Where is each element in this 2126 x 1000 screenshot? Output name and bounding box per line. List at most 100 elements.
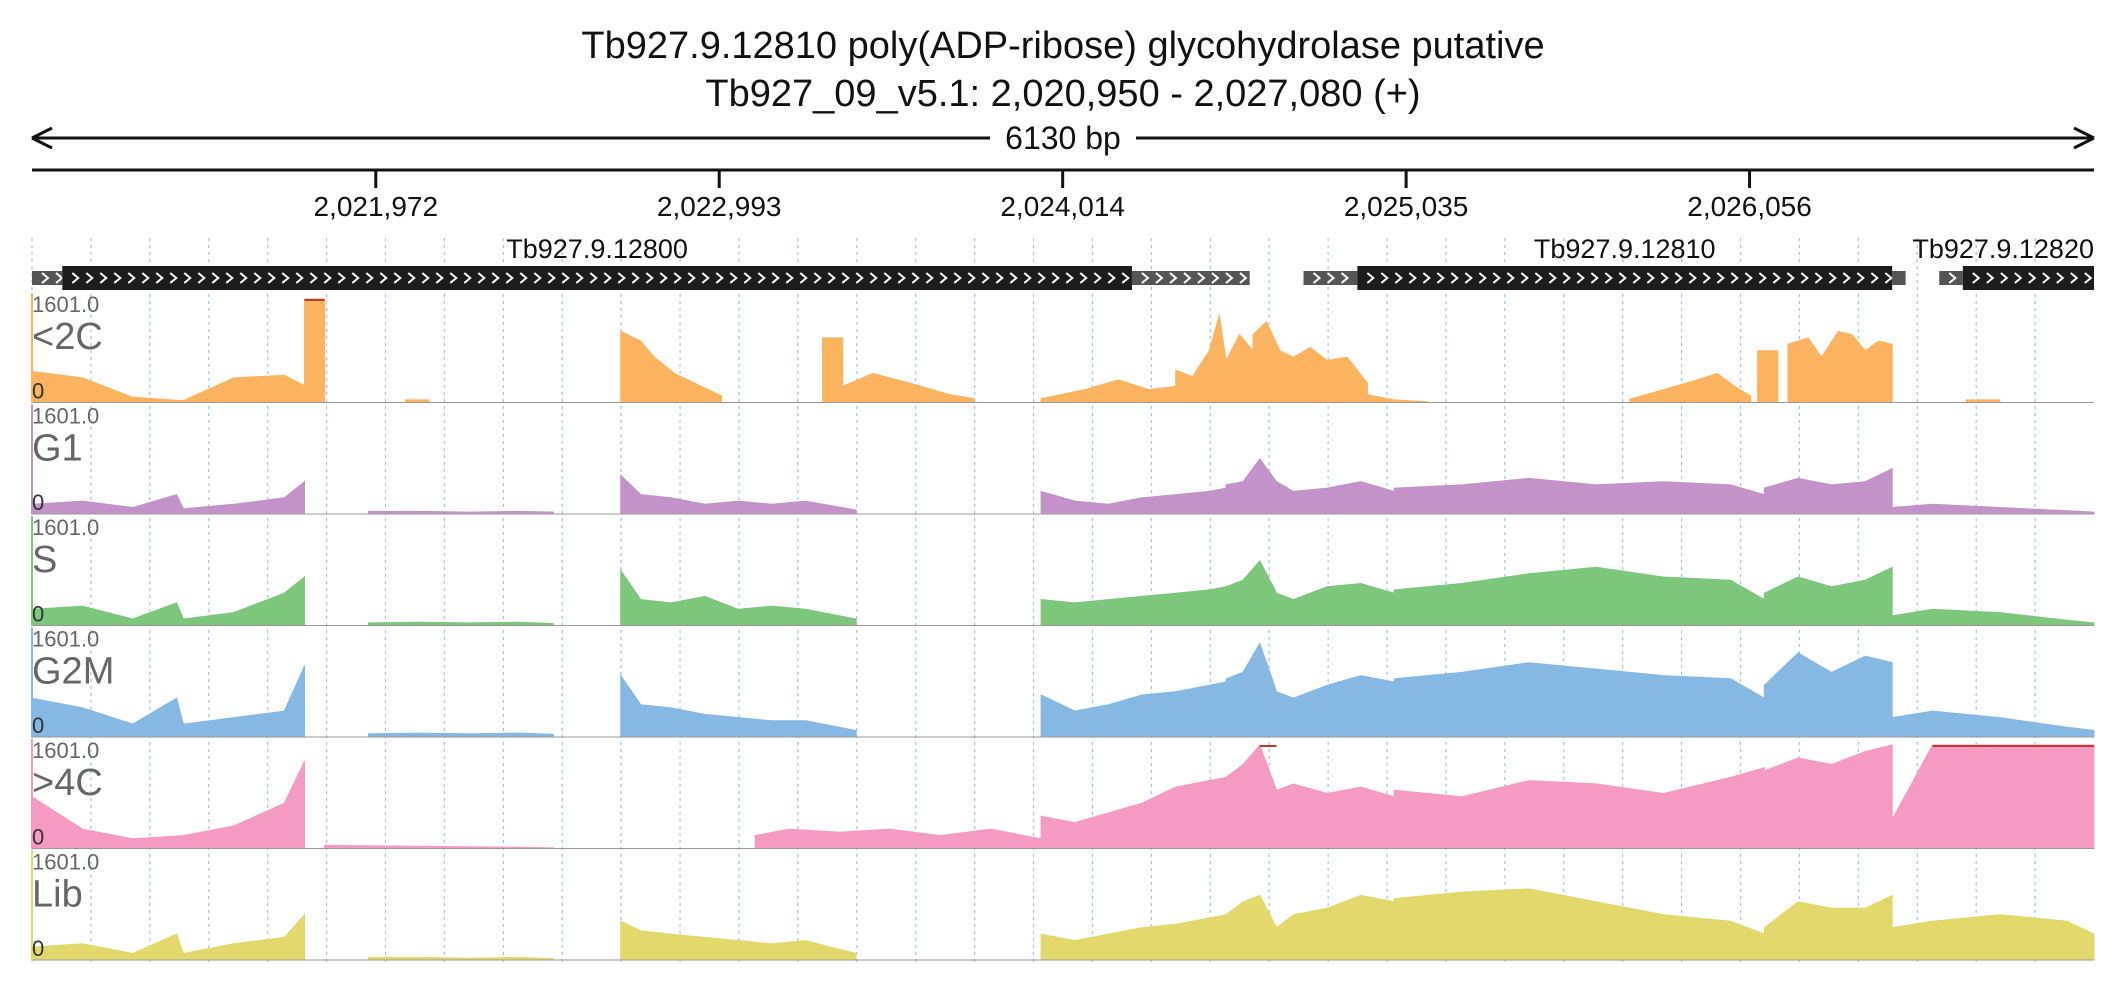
strand-arrow <box>127 272 136 284</box>
gene-utr5 <box>1939 271 1963 285</box>
strand-arrow <box>757 272 766 284</box>
strand-arrow <box>2014 272 2023 284</box>
coverage-area-7 <box>1891 608 2095 626</box>
track-ymin-label: 0 <box>32 936 44 961</box>
strand-arrow <box>911 272 920 284</box>
strand-arrow <box>1948 272 1957 284</box>
strand-arrow <box>253 272 262 284</box>
strand-arrow <box>701 272 710 284</box>
track-name-label: G2M <box>32 651 114 693</box>
strand-arrow <box>1972 272 1981 284</box>
strand-arrow <box>267 272 276 284</box>
gene-track: Tb927.9.12800 Tb927.9.12810 Tb927.9.12820 <box>32 234 2094 290</box>
strand-arrow <box>1548 272 1557 284</box>
strand-arrow <box>519 272 528 284</box>
track-ymax-label: 1601.0 <box>32 404 99 429</box>
gene-0: Tb927.9.12800 <box>32 234 1250 290</box>
strand-arrow <box>1604 272 1613 284</box>
track-ymax-label: 1601.0 <box>32 627 99 652</box>
strand-arrow <box>1340 272 1350 284</box>
strand-arrow <box>365 272 374 284</box>
strand-arrow <box>1842 272 1851 284</box>
strand-arrow <box>211 272 220 284</box>
strand-arrow <box>71 272 80 284</box>
strand-arrow <box>1079 272 1088 284</box>
coverage-area-5 <box>1393 566 1765 626</box>
strand-arrow <box>169 272 178 284</box>
strand-arrow <box>449 272 458 284</box>
strand-arrow <box>1534 272 1543 284</box>
coverage-area-7 <box>1891 710 2095 738</box>
strand-arrow <box>1786 272 1795 284</box>
strand-arrow <box>827 272 836 284</box>
strand-arrow <box>561 272 570 284</box>
strand-arrow <box>505 272 514 284</box>
track-G1-1: 1601.0 0 G1 <box>31 404 2095 515</box>
strand-arrow <box>239 272 248 284</box>
coverage-area-3 <box>1040 487 1227 515</box>
strand-arrow <box>1211 272 1220 284</box>
strand-arrow <box>883 272 892 284</box>
strand-arrow <box>1590 272 1599 284</box>
scale-bar-label: 6130 bp <box>1005 120 1121 156</box>
coverage-area-0 <box>31 575 305 626</box>
gene-utr5-arrows <box>1948 272 1957 284</box>
tick-label-2: 2,024,014 <box>1000 191 1125 222</box>
strand-arrow <box>645 272 654 284</box>
strand-arrow <box>2000 272 2009 284</box>
coverage-area-2 <box>754 828 1042 849</box>
strand-arrow <box>295 272 304 284</box>
track-name-label: Lib <box>32 874 83 916</box>
gene-utr5 <box>1303 271 1358 285</box>
strand-arrow <box>281 272 290 284</box>
track-ymax-label: 1601.0 <box>32 515 99 540</box>
tick-label-3: 2,025,035 <box>1344 191 1469 222</box>
gene-utr3 <box>1892 271 1906 285</box>
coverage-area-10 <box>1629 372 1752 403</box>
strand-arrow <box>589 272 598 284</box>
strand-arrow <box>1660 272 1669 284</box>
strand-arrow <box>631 272 640 284</box>
strand-arrow <box>1716 272 1725 284</box>
coverage-area-0 <box>31 913 305 961</box>
strand-arrow <box>799 272 808 284</box>
strand-arrow <box>1422 272 1431 284</box>
gene-cds <box>1962 266 2094 290</box>
coverage-area-7 <box>1175 315 1254 403</box>
strand-arrow <box>1093 272 1102 284</box>
coverage-area-5 <box>1393 767 1765 849</box>
strand-arrow <box>1478 272 1487 284</box>
strand-arrow <box>407 272 416 284</box>
gene-utr3-arrows <box>1141 272 1248 284</box>
gene-2: Tb927.9.12820 <box>1912 234 2094 290</box>
track-4C-4: 1601.0 0 >4C <box>31 738 2095 850</box>
strand-arrow <box>1239 272 1248 284</box>
track-name-label: <2C <box>32 316 103 358</box>
track-ymax-label: 1601.0 <box>32 738 99 763</box>
strand-arrow <box>1828 272 1837 284</box>
strand-arrow <box>2028 272 2037 284</box>
figure-title: Tb927.9.12810 poly(ADP-ribose) glycohydr… <box>581 25 1544 67</box>
coverage-area-3 <box>1040 914 1227 961</box>
track-G2M-3: 1601.0 0 G2M <box>31 627 2095 738</box>
coverage-area-12 <box>1787 330 1893 403</box>
strand-arrow <box>855 272 864 284</box>
gene-label: Tb927.9.12810 <box>1534 234 1716 264</box>
strand-arrow <box>1450 272 1459 284</box>
strand-arrow <box>463 272 472 284</box>
strand-arrow <box>1870 272 1879 284</box>
track-ymin-label: 0 <box>32 490 44 515</box>
strand-arrow <box>533 272 542 284</box>
coverage-area-2 <box>620 474 857 515</box>
strand-arrow <box>1814 272 1823 284</box>
strand-arrow <box>1197 272 1206 284</box>
track-ymin-label: 0 <box>32 379 44 404</box>
strand-arrow <box>967 272 976 284</box>
coverage-area-6 <box>1763 467 1893 515</box>
coverage-area-3 <box>1040 681 1227 738</box>
gene-utr5-arrows <box>1312 272 1350 284</box>
strand-arrow <box>1380 272 1389 284</box>
coverage-area-3 <box>620 330 723 403</box>
strand-arrow <box>113 272 122 284</box>
gene-label: Tb927.9.12820 <box>1912 234 2094 264</box>
